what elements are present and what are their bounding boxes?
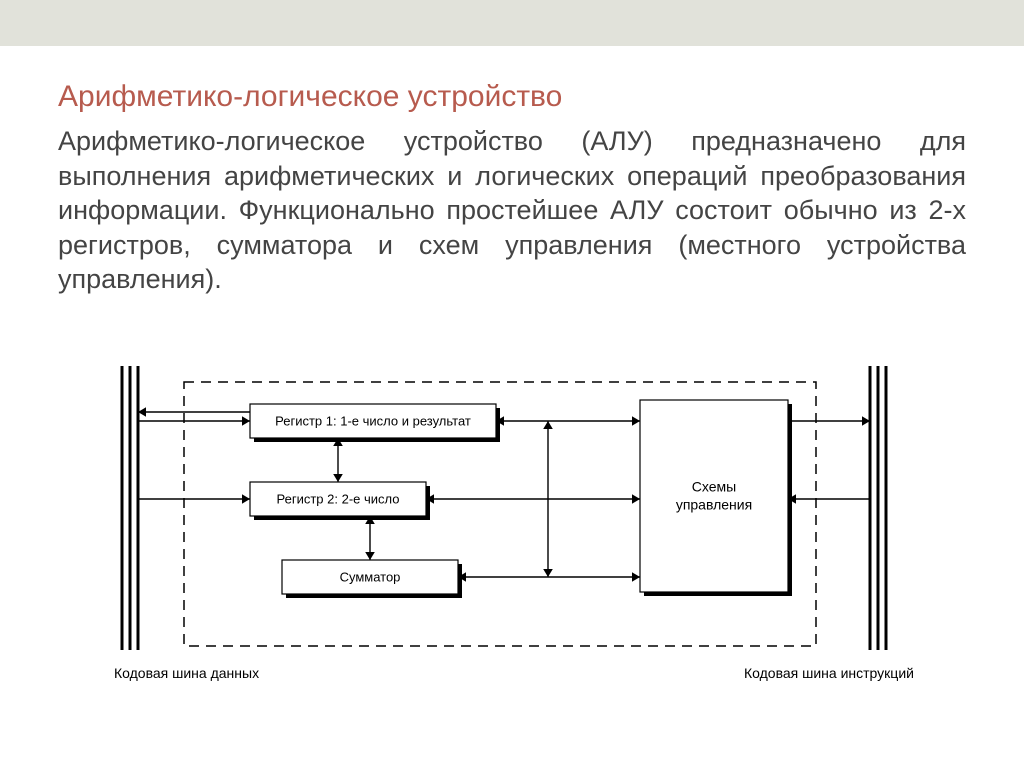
reg2-box: Регистр 2: 2-е число	[250, 482, 430, 520]
alu-diagram: Регистр 1: 1-е число и результат Регистр …	[108, 362, 916, 702]
body-paragraph: Арифметико-логическое устройство (АЛУ) п…	[58, 124, 966, 297]
page-title: Арифметико-логическое устройство	[58, 80, 562, 114]
reg1-box: Регистр 1: 1-е число и результат	[250, 404, 500, 442]
caption-right: Кодовая шина инструкций	[744, 665, 914, 681]
svg-text:управления: управления	[676, 497, 752, 513]
svg-text:Схемы: Схемы	[692, 479, 736, 495]
top-bar	[0, 0, 1024, 46]
ctrl-box: Схемы управления	[640, 400, 792, 596]
svg-text:Регистр 1: 1-е число и результ: Регистр 1: 1-е число и результат	[275, 413, 471, 428]
sum-box: Сумматор	[282, 560, 462, 598]
svg-text:Сумматор: Сумматор	[340, 569, 401, 584]
caption-left: Кодовая шина данных	[114, 665, 259, 681]
svg-text:Регистр 2: 2-е число: Регистр 2: 2-е число	[277, 491, 400, 506]
